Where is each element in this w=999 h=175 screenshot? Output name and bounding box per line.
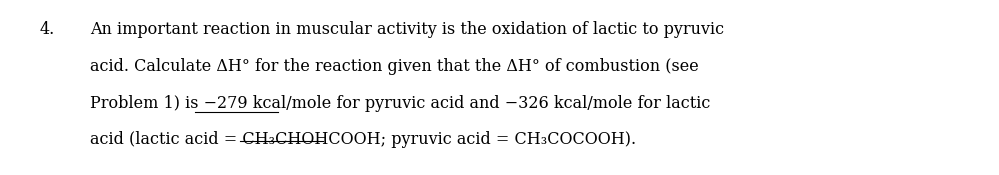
Text: An important reaction in muscular activity is the oxidation of lactic to pyruvic: An important reaction in muscular activi… — [90, 21, 724, 38]
Text: 4.: 4. — [40, 21, 55, 38]
Text: Problem 1) is −279 kcal/mole for pyruvic acid and −326 kcal/mole for lactic: Problem 1) is −279 kcal/mole for pyruvic… — [90, 94, 710, 111]
Text: acid. Calculate ΔH° for the reaction given that the ΔH° of combustion (see: acid. Calculate ΔH° for the reaction giv… — [90, 58, 698, 75]
Text: acid (lactic acid = CH₃CHOHCOOH; pyruvic acid = CH₃COCOOH).: acid (lactic acid = CH₃CHOHCOOH; pyruvic… — [90, 131, 636, 148]
